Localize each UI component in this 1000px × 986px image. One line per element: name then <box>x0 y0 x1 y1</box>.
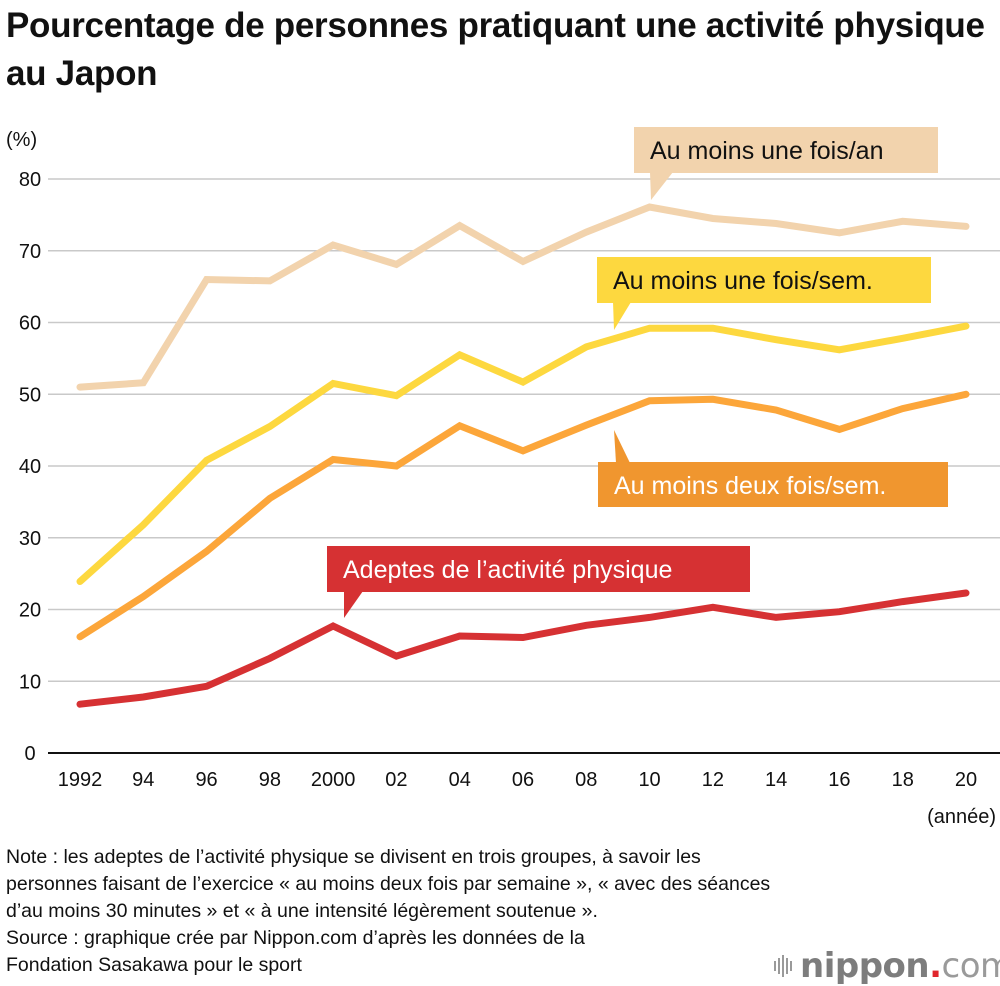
x-tick-label: 18 <box>892 769 914 791</box>
label-box <box>327 546 750 592</box>
x-tick-label: 10 <box>638 769 660 791</box>
x-tick-label: 1992 <box>58 769 103 791</box>
x-tick-label: 08 <box>575 769 597 791</box>
label-box <box>597 257 931 303</box>
series-label-0: Au moins une fois/an <box>634 127 938 200</box>
label-pointer <box>650 172 673 200</box>
x-tick-label: 06 <box>512 769 534 791</box>
y-tick-label: 50 <box>19 384 41 406</box>
sound-bars-icon <box>774 955 792 977</box>
y-tick-label: 20 <box>19 600 41 622</box>
y-tick-label: 80 <box>19 169 41 191</box>
x-tick-label: 96 <box>195 769 217 791</box>
label-box <box>598 462 948 507</box>
x-tick-label: 02 <box>385 769 407 791</box>
x-axis-ticks: 1992 94 96 98 2000 02 04 06 08 10 12 14 16 18 20 <box>58 769 977 791</box>
chart-title: Pourcentage de personnes pratiquant une … <box>6 6 985 93</box>
y-tick-label: 10 <box>19 671 41 693</box>
label-text: Au moins une fois/an <box>650 137 883 165</box>
label-pointer <box>344 591 363 618</box>
y-tick-label: 40 <box>19 456 41 478</box>
y-tick-label: 0 <box>24 743 35 765</box>
x-tick-label: 12 <box>702 769 724 791</box>
chart-note: Note : les adeptes de l’activité physiqu… <box>6 844 936 979</box>
y-axis-unit-label: (%) <box>6 129 37 151</box>
y-tick-label: 30 <box>19 528 41 550</box>
x-tick-label: 14 <box>765 769 787 791</box>
nippon-logo: nippon.com <box>774 946 1000 986</box>
logo-tld: com <box>941 946 1000 986</box>
label-pointer <box>613 302 631 330</box>
source-line: Fondation Sasakawa pour le sport <box>6 954 302 976</box>
series-label-3: Adeptes de l’activité physique <box>327 546 750 618</box>
x-tick-label: 04 <box>449 769 471 791</box>
y-tick-label: 70 <box>19 241 41 263</box>
x-tick-label: 20 <box>955 769 977 791</box>
label-text: Adeptes de l’activité physique <box>343 556 672 584</box>
x-axis-unit-label: (année) <box>927 806 996 828</box>
note-line: d’au moins 30 minutes » et « à une inten… <box>6 900 598 922</box>
gridlines <box>48 178 1000 754</box>
label-pointer <box>614 430 630 463</box>
series-lines <box>76 203 970 708</box>
logo-name: nippon <box>800 946 930 986</box>
note-line: personnes faisant de l’exercice « au moi… <box>6 873 771 895</box>
x-tick-label: 16 <box>828 769 850 791</box>
y-axis-ticks: 0 10 20 30 40 50 60 70 80 <box>19 169 41 765</box>
y-tick-label: 60 <box>19 313 41 335</box>
logo-wordmark: nippon.com <box>800 949 1000 983</box>
line-chart: (%) 0 10 20 30 40 50 60 70 80 1992 94 96 98 2000 02 04… <box>6 127 1000 828</box>
label-text: Au moins une fois/sem. <box>613 267 873 295</box>
note-line: Note : les adeptes de l’activité physiqu… <box>6 846 701 868</box>
source-line: Source : graphique crée par Nippon.com d… <box>6 927 585 949</box>
x-tick-label: 98 <box>259 769 281 791</box>
series-labels: Au moins une fois/an Au moins une fois/se… <box>327 127 948 618</box>
label-text: Au moins deux fois/sem. <box>614 472 886 500</box>
series-label-1: Au moins une fois/sem. <box>597 257 931 330</box>
label-box <box>634 127 938 173</box>
series-line-2 <box>76 390 970 641</box>
logo-dot: . <box>929 946 942 986</box>
series-label-2: Au moins deux fois/sem. <box>598 430 948 507</box>
x-tick-label: 94 <box>132 769 154 791</box>
x-tick-label: 2000 <box>311 769 356 791</box>
